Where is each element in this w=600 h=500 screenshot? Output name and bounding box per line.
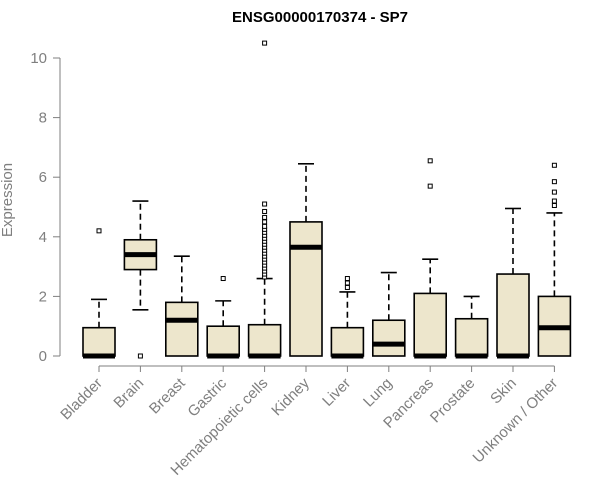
boxes-group: [82, 40, 572, 359]
box: [247, 323, 282, 357]
x-tick-label: Skin: [487, 375, 520, 408]
box-group: [496, 207, 530, 359]
outlier-point: [262, 214, 268, 220]
x-tick-label: Brain: [110, 375, 147, 412]
outlier-point: [262, 40, 268, 46]
y-tick-label: 10: [30, 50, 47, 67]
box: [206, 325, 240, 357]
chart-title: ENSG00000170374 - SP7: [232, 9, 408, 26]
y-axis: 0 2 4 6 8 10: [30, 50, 61, 365]
y-tick-label: 6: [39, 169, 47, 186]
outlier-point: [551, 189, 557, 195]
outlier-point: [551, 179, 557, 185]
box-group: [123, 200, 158, 359]
outlier-point: [551, 203, 557, 209]
outlier-point: [262, 201, 268, 207]
box: [371, 319, 406, 357]
box: [413, 292, 448, 357]
box: [82, 326, 116, 357]
outlier-point: [427, 158, 433, 164]
y-tick-label: 2: [39, 288, 47, 305]
x-tick-label: Liver: [319, 375, 354, 410]
x-tick-label: Prostate: [427, 375, 479, 427]
outlier-point: [262, 223, 268, 229]
outlier-point: [344, 276, 350, 282]
box-group: [454, 295, 489, 359]
box: [165, 301, 199, 357]
box: [496, 273, 530, 357]
box-group: [206, 276, 240, 359]
box: [289, 221, 323, 357]
box-group: [330, 276, 365, 359]
outlier-point: [344, 280, 350, 286]
box: [454, 317, 489, 357]
y-tick-label: 0: [39, 348, 47, 365]
box-group: [289, 162, 323, 357]
box-group: [165, 255, 199, 357]
outlier-point: [551, 198, 557, 204]
outlier-point: [344, 284, 350, 290]
outlier-point: [96, 228, 102, 234]
x-tick-label: Lung: [360, 375, 396, 411]
x-tick-label: Breast: [146, 374, 189, 417]
outlier-point: [137, 353, 143, 359]
x-tick-label: Bladder: [57, 375, 106, 424]
box-group: [537, 162, 572, 357]
box-group: [82, 228, 116, 359]
outlier-point: [262, 219, 268, 225]
outlier-point: [427, 183, 433, 189]
y-axis-label: Expression: [0, 163, 16, 237]
box: [330, 326, 365, 357]
outlier-point: [551, 162, 557, 168]
x-tick-label: Kidney: [268, 374, 313, 419]
y-tick-label: 4: [39, 229, 47, 246]
box-group: [413, 158, 448, 359]
box-group: [247, 40, 282, 359]
box-group: [371, 271, 406, 357]
outlier-point: [220, 276, 226, 282]
outlier-point: [262, 208, 268, 214]
y-tick-label: 8: [39, 110, 47, 127]
